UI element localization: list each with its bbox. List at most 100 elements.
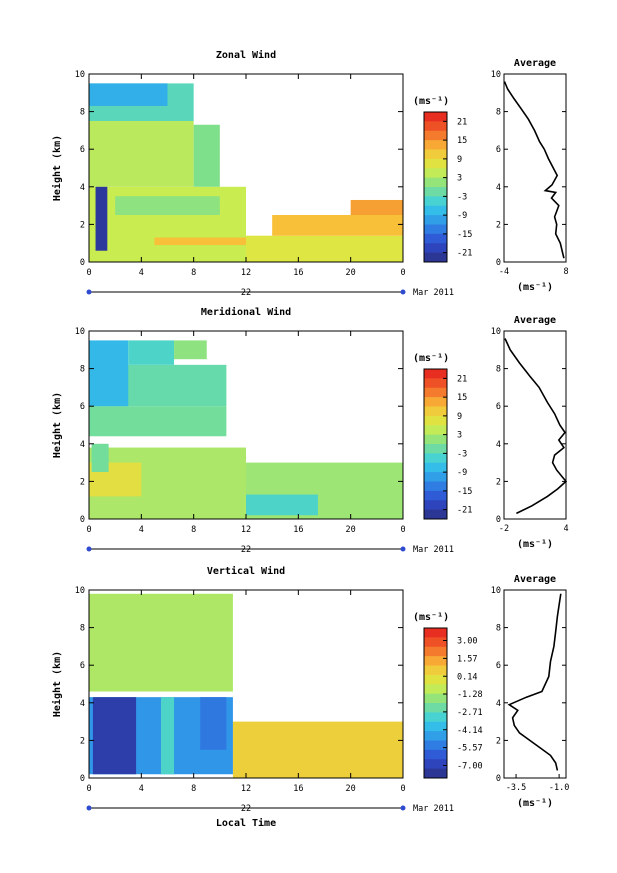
heatmap-cell <box>115 196 220 215</box>
colorbar-tick-label: 15 <box>457 136 467 146</box>
profile-y-tick-label: 8 <box>496 624 501 634</box>
date-axis-marker <box>86 805 92 811</box>
heatmap-cell <box>160 697 175 775</box>
y-tick-label: 8 <box>80 365 85 375</box>
profile-title: Average <box>514 315 556 326</box>
average-profile: Average 0 2 4 6 8 10 -3.5 -1.0 (ms⁻¹) <box>491 574 570 809</box>
colorbar-swatch <box>424 130 447 141</box>
colorbar-tick-label: -15 <box>457 487 472 497</box>
profile-frame <box>503 73 567 263</box>
date-axis-marker <box>86 546 92 552</box>
colorbar-swatch <box>424 397 447 407</box>
colorbar-tick-label: -7.00 <box>457 762 483 772</box>
y-tick-label: 4 <box>80 699 85 709</box>
heatmap-cell <box>272 215 403 236</box>
profile-y-tick-label: 6 <box>496 145 501 155</box>
date-axis-marker <box>400 546 406 552</box>
colorbar-swatch <box>424 215 447 225</box>
y-tick-label: 0 <box>80 258 85 268</box>
heatmap-cell <box>89 593 233 692</box>
colorbar-swatch <box>424 205 447 216</box>
x-tick-label: 20 <box>346 268 356 278</box>
colorbar-swatch <box>424 168 447 179</box>
colorbar-swatch <box>424 740 447 751</box>
colorbar-frame <box>423 627 448 779</box>
x-tick-label: 4 <box>139 525 144 535</box>
colorbar-swatch <box>424 224 447 235</box>
x-tick-label: 16 <box>293 525 303 535</box>
profile-x-tick-label: -3.5 <box>506 783 526 793</box>
average-profile: Average 0 2 4 6 8 10 -4 8 (ms⁻¹) <box>491 58 569 293</box>
colorbar-swatch <box>424 434 447 445</box>
chart-title: Meridional Wind <box>201 306 291 318</box>
colorbar-tick-label: 21 <box>457 117 467 127</box>
date-axis-marker <box>400 289 406 295</box>
colorbar-swatch <box>424 749 447 760</box>
colorbar-swatch <box>424 712 447 723</box>
colorbar-tick-label: 3 <box>457 174 462 184</box>
profile-y-tick-label: 6 <box>496 402 501 412</box>
profile-x-tick-label: -4 <box>499 267 509 277</box>
colorbar: (ms⁻¹) 21 15 9 3 -3 -9 -15 -21 <box>413 96 472 263</box>
profile-x-tick-label: -2 <box>499 524 509 534</box>
heatmap-cell <box>200 697 227 750</box>
colorbar-frame <box>423 368 448 520</box>
y-tick-label: 6 <box>80 661 85 671</box>
profile-y-tick-label: 10 <box>491 327 501 337</box>
colorbar-swatch <box>424 759 447 770</box>
colorbar-tick-label: 1.57 <box>457 654 477 664</box>
colorbar-swatch <box>424 158 447 169</box>
colorbar-swatch <box>424 665 447 676</box>
y-tick-label: 0 <box>80 515 85 525</box>
colorbar-swatch <box>424 481 447 492</box>
colorbar-swatch <box>424 721 447 732</box>
profile-y-tick-label: 4 <box>496 440 501 450</box>
colorbar-swatch <box>424 187 447 197</box>
colorbar-tick-label: 15 <box>457 393 467 403</box>
chart-title: Zonal Wind <box>216 49 276 61</box>
colorbar-tick-label: -1.28 <box>457 690 483 700</box>
colorbar-swatch <box>424 646 447 657</box>
heatmap-cell <box>154 237 246 246</box>
colorbar-swatch <box>424 684 447 695</box>
y-tick-label: 2 <box>80 220 85 230</box>
profile-y-tick-label: 8 <box>496 365 501 375</box>
month-label: Mar 2011 <box>413 288 454 298</box>
colorbar-swatch <box>424 233 447 244</box>
colorbar-swatch <box>424 453 447 464</box>
y-tick-label: 4 <box>80 440 85 450</box>
colorbar-swatch <box>424 509 447 520</box>
profile-y-tick-label: 0 <box>496 774 501 784</box>
x-tick-label: 0 <box>400 268 405 278</box>
profile-frame <box>503 589 567 779</box>
profile-y-tick-label: 8 <box>496 108 501 118</box>
date-label: 22 <box>241 288 251 298</box>
profile-y-tick-label: 10 <box>491 586 501 596</box>
colorbar-tick-label: -9 <box>457 211 467 221</box>
y-tick-label: 6 <box>80 402 85 412</box>
profile-y-tick-label: 0 <box>496 515 501 525</box>
heatmap-cell <box>350 199 403 215</box>
colorbar-swatch <box>424 693 447 704</box>
heatmap-cells <box>89 593 403 778</box>
profile-x-tick-label: 4 <box>563 524 568 534</box>
colorbar: (ms⁻¹) 3.00 1.57 0.14 -1.28 -2.71 -4.14 -5.57 -7… <box>413 612 483 779</box>
y-tick-label: 8 <box>80 108 85 118</box>
colorbar-tick-label: 3 <box>457 431 462 441</box>
colorbar-tick-label: 0.14 <box>457 672 477 682</box>
colorbar-tick-label: -9 <box>457 468 467 478</box>
colorbar-swatch <box>424 243 447 254</box>
colorbar-swatch <box>424 472 447 482</box>
colorbar-swatch <box>424 140 447 150</box>
heatmap-cells <box>89 340 403 519</box>
x-tick-label: 20 <box>346 525 356 535</box>
colorbar-swatch <box>424 637 447 648</box>
x-tick-label: 12 <box>241 268 251 278</box>
colorbar-tick-label: 9 <box>457 155 462 165</box>
colorbar-swatch <box>424 387 447 398</box>
heatmap-cells <box>89 83 403 262</box>
date-label: 22 <box>241 545 251 555</box>
colorbar-unit: (ms⁻¹) <box>413 353 449 364</box>
colorbar-swatch <box>424 462 447 473</box>
